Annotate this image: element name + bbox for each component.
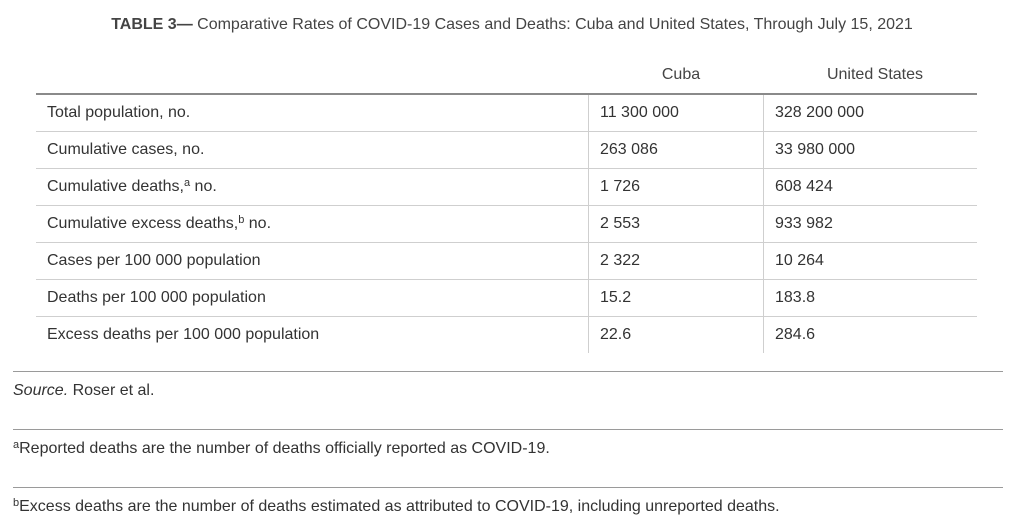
table-title: Comparative Rates of COVID-19 Cases and … — [197, 16, 913, 33]
row-label: Total population, no. — [36, 93, 589, 132]
table-row: Cumulative deaths,a no. 1 726 608 424 — [36, 168, 977, 206]
us-value: 183.8 — [763, 279, 977, 317]
us-value: 33 980 000 — [763, 131, 977, 169]
source-note: Source. Roser et al. — [13, 371, 1003, 400]
footnote-marker-b: b — [238, 214, 245, 226]
table-row: Total population, no. 11 300 000 328 200… — [36, 93, 977, 132]
footnote-a-mark: a — [13, 439, 20, 451]
row-label: Cumulative excess deaths,b no. — [36, 205, 589, 243]
table-row: Cases per 100 000 population 2 322 10 26… — [36, 242, 977, 280]
cuba-value: 263 086 — [588, 131, 764, 169]
us-value: 608 424 — [763, 168, 977, 206]
comparison-table: Total population, no. 11 300 000 328 200… — [36, 93, 977, 353]
column-header-cuba: Cuba — [661, 66, 701, 83]
row-label: Cases per 100 000 population — [36, 242, 589, 280]
footnote-a: aReported deaths are the number of death… — [13, 429, 1003, 458]
row-label: Deaths per 100 000 population — [36, 279, 589, 317]
us-value: 933 982 — [763, 205, 977, 243]
cuba-value: 11 300 000 — [588, 93, 764, 132]
us-value: 328 200 000 — [763, 93, 977, 132]
cuba-value: 1 726 — [588, 168, 764, 206]
cuba-value: 22.6 — [588, 316, 764, 353]
row-label: Excess deaths per 100 000 population — [47, 326, 320, 343]
footnote-b-mark: b — [13, 497, 20, 509]
footnote-b-text: Excess deaths are the number of deaths e… — [19, 498, 780, 515]
column-header-united-states: United States — [826, 66, 924, 83]
table-caption: TABLE 3— Comparative Rates of COVID-19 C… — [0, 16, 1024, 34]
footnote-b: bExcess deaths are the number of deaths … — [13, 487, 1003, 516]
source-label: Source. — [13, 382, 69, 399]
us-value: 10 264 — [763, 242, 977, 280]
cuba-value: 2 322 — [588, 242, 764, 280]
source-text: Roser et al. — [68, 382, 155, 399]
us-value: 284.6 — [763, 316, 977, 353]
table-row: Cumulative excess deaths,b no. 2 553 933… — [36, 205, 977, 243]
table-row: Deaths per 100 000 population 15.2 183.8 — [36, 279, 977, 317]
cuba-value: 15.2 — [588, 279, 764, 317]
cuba-value: 2 553 — [588, 205, 764, 243]
table-row: Excess deaths per 100 000 population 22.… — [36, 316, 977, 353]
footnote-a-text: Reported deaths are the number of deaths… — [19, 440, 550, 457]
table-label: TABLE 3— — [111, 16, 193, 33]
row-label: Cumulative deaths,a no. — [36, 168, 589, 206]
table-row: Cumulative cases, no. 263 086 33 980 000 — [36, 131, 977, 169]
footnote-marker-a: a — [183, 177, 191, 189]
row-label: Cumulative cases, no. — [36, 131, 589, 169]
